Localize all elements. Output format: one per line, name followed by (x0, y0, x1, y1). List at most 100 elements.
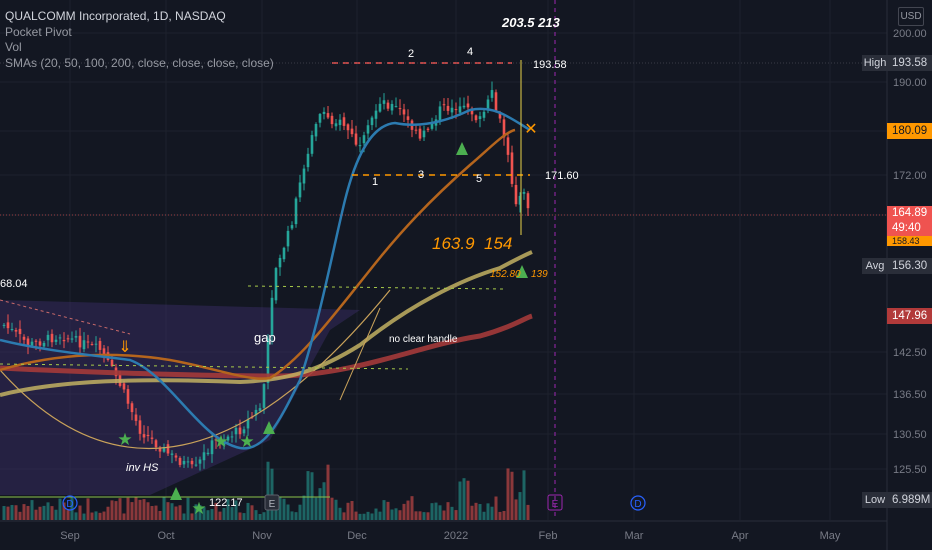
sma50-price-label: 180.09 (887, 123, 932, 139)
gap-label: gap (254, 330, 276, 345)
candle-body (98, 341, 102, 350)
currency-button[interactable]: USD (898, 7, 924, 26)
candle-body (42, 342, 46, 347)
candle-body (394, 106, 398, 108)
candle-body (422, 130, 426, 138)
svg-text:D: D (66, 499, 73, 510)
y-tick: 142.50 (893, 347, 927, 359)
volume-bar (386, 501, 390, 520)
candle-body (358, 145, 362, 147)
candle-body (74, 336, 78, 338)
candle-body (190, 460, 194, 465)
volume-bar (470, 505, 474, 520)
candle-body (418, 128, 422, 139)
sma50-line (0, 128, 516, 380)
candle-body (294, 198, 298, 225)
volume-bar (170, 503, 174, 520)
candle-body (110, 359, 114, 367)
orange-x-marker: ✕ (524, 121, 537, 138)
candle-body (246, 419, 250, 429)
candle-body (82, 340, 86, 350)
dividend-marker[interactable] (62, 495, 78, 511)
volume-bar (178, 505, 182, 520)
last-price-label: 164.89 49:40 (887, 206, 932, 236)
orange-arrow-marker: ⇓ (118, 339, 131, 356)
candle-body (210, 440, 214, 455)
volume-bar (262, 512, 266, 520)
indicator-volume[interactable]: Vol (5, 40, 22, 54)
candle-body (326, 113, 330, 118)
volume-bar (410, 496, 414, 520)
volume-bar (2, 506, 6, 520)
candle-body (266, 338, 270, 383)
volume-bar (314, 497, 318, 520)
event-markers[interactable]: D D E E (62, 494, 646, 511)
volume-bar (266, 461, 270, 520)
avg-name-label: Avg (862, 258, 888, 274)
high-price-label: 193.58 (887, 55, 932, 71)
volume-bar (6, 506, 10, 520)
left-value-label: 68.04 (0, 278, 28, 290)
candle-body (318, 113, 322, 123)
candle-body (270, 297, 274, 336)
candle-body (482, 111, 486, 118)
volume-bar (26, 505, 30, 520)
candle-body (2, 324, 6, 326)
candle-body (274, 268, 278, 301)
candle-body (342, 117, 346, 126)
volume-bar (34, 509, 38, 520)
pivot-markers: ★ ★ ★ ★ ⇓ ✕ (117, 121, 537, 518)
earnings-marker[interactable] (264, 494, 280, 511)
candle-body (370, 117, 374, 126)
x-tick: Dec (347, 530, 367, 542)
point-3: 3 (418, 169, 424, 181)
dividend-marker[interactable] (630, 495, 646, 511)
candle-body (502, 119, 506, 138)
volume-bar (426, 512, 430, 520)
candle-body (262, 384, 266, 408)
volume-bar (498, 511, 502, 520)
volume-bar (522, 470, 526, 520)
volume-bar (186, 497, 190, 520)
candle-body (290, 225, 294, 229)
time-axis[interactable]: Sep Oct Nov Dec 2022 Feb Mar Apr May (60, 530, 841, 542)
candle-body (330, 115, 334, 125)
volume-bar (354, 511, 358, 520)
volume-bar (306, 471, 310, 520)
volume-bar (338, 507, 342, 520)
candle-body (510, 152, 514, 184)
last-price: 164.89 (892, 207, 928, 219)
volume-bar (366, 511, 370, 520)
candle-body (194, 464, 198, 466)
x-tick: 2022 (444, 530, 468, 542)
indicator-smas[interactable]: SMAs (20, 50, 100, 200, close, close, cl… (5, 55, 274, 70)
volume-bar (10, 505, 14, 520)
volume-bar (334, 499, 338, 520)
candle-body (154, 440, 158, 448)
symbol-title[interactable]: QUALCOMM Incorporated, 1D, NASDAQ (5, 9, 226, 23)
candle-body (134, 414, 138, 421)
volume-bar (370, 513, 374, 520)
earnings-marker[interactable] (547, 494, 563, 511)
volume-bar (442, 510, 446, 520)
candle-body (242, 429, 246, 434)
volume-bar (510, 471, 514, 520)
volume-bar (70, 496, 74, 520)
volume-bar (290, 511, 294, 520)
volume-bar (414, 511, 418, 520)
candle-body (146, 434, 150, 437)
candle-body (50, 333, 54, 343)
sma100-price-label: 158.43 (887, 236, 932, 246)
indicator-pocket-pivot[interactable]: Pocket Pivot (5, 24, 72, 39)
candle-body (142, 434, 146, 438)
candle-body (258, 408, 262, 411)
price-axis[interactable]: 200.00 190.00 172.00 142.50 136.50 130.5… (893, 28, 927, 476)
volume-bar (222, 507, 226, 520)
candle-body (490, 90, 494, 98)
bar-countdown: 49:40 (892, 222, 921, 234)
volume-bar (58, 498, 62, 520)
svg-text:E: E (269, 499, 276, 510)
candle-body (398, 108, 402, 110)
support-value: 171.60 (545, 170, 579, 182)
